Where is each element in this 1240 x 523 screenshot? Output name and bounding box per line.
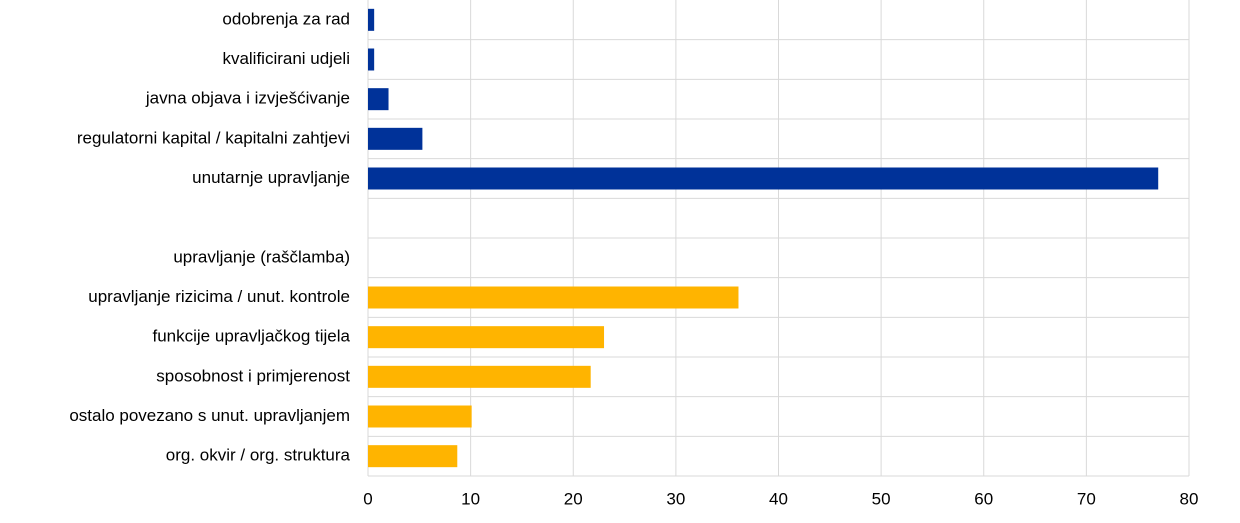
y-tick-label: upravljanje (raščlamba) [173, 247, 350, 266]
bar [368, 88, 389, 111]
bar [368, 365, 591, 388]
x-tick-label: 20 [564, 489, 583, 508]
x-tick-label: 30 [666, 489, 685, 508]
bar [368, 445, 458, 468]
y-tick-label: sposobnost i primjerenost [156, 366, 350, 385]
bar [368, 48, 375, 71]
y-tick-label: upravljanje rizicima / unut. kontrole [88, 287, 350, 306]
x-tick-label: 10 [461, 489, 480, 508]
y-tick-label: funkcije upravljačkog tijela [153, 327, 351, 346]
bar [368, 167, 1159, 190]
bar [368, 405, 472, 428]
y-tick-label: org. okvir / org. struktura [166, 446, 351, 465]
y-tick-label: kvalificirani udjeli [222, 49, 350, 68]
x-tick-label: 0 [363, 489, 372, 508]
y-tick-label: odobrenja za rad [222, 9, 350, 28]
bar [368, 286, 739, 309]
bar [368, 326, 605, 349]
y-tick-label: regulatorni kapital / kapitalni zahtjevi [77, 128, 350, 147]
x-tick-label: 40 [769, 489, 788, 508]
x-tick-label: 80 [1180, 489, 1199, 508]
y-tick-label: ostalo povezano s unut. upravljanjem [69, 406, 350, 425]
y-tick-label: javna objava i izvješćivanje [145, 89, 350, 108]
x-tick-label: 70 [1077, 489, 1096, 508]
x-tick-label: 50 [872, 489, 891, 508]
bar [368, 8, 375, 31]
x-tick-label: 60 [974, 489, 993, 508]
bar [368, 127, 423, 150]
y-tick-label: unutarnje upravljanje [192, 168, 350, 187]
